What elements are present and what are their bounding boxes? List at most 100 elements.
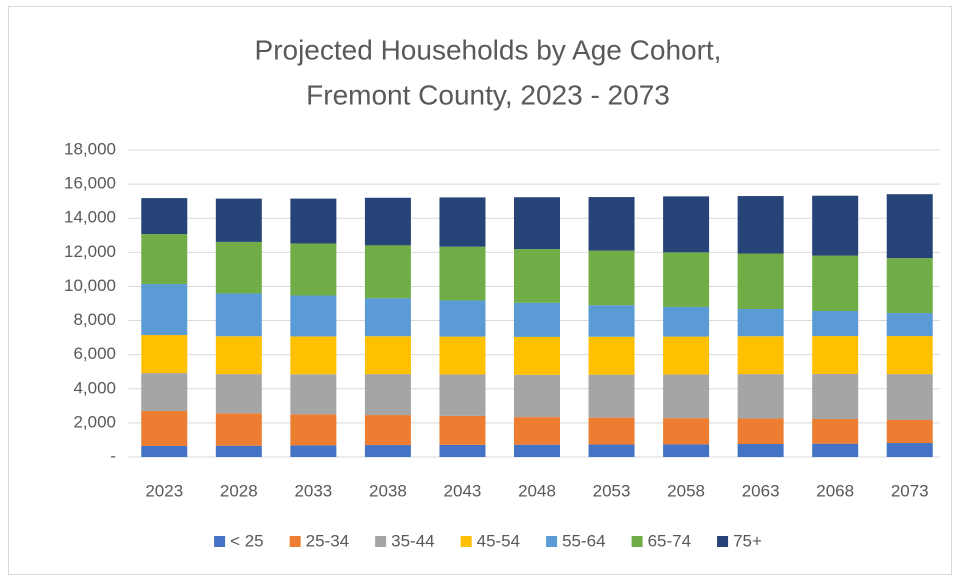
bar-segment [514,374,560,418]
legend-label: 55-64 [562,531,605,550]
x-tick-label: 2053 [593,481,631,500]
y-tick-label: 8,000 [73,310,116,329]
y-tick-label: 2,000 [73,412,116,431]
y-tick-label: 12,000 [64,242,116,261]
bar-segment [886,258,933,314]
bar-segment [514,197,560,250]
bar-segment [439,444,486,457]
bar-segment [737,253,784,309]
legend-label: 45-54 [477,531,520,550]
legend-swatch [460,536,472,547]
bar-segment [290,198,337,244]
bar-segment [886,443,933,457]
x-tick-label: 2073 [891,481,929,500]
bar-segment [215,198,262,242]
bar-segment [364,415,411,446]
bar-segment [663,196,710,253]
bar-segment [663,252,710,307]
bar-segment [886,374,933,420]
chart-title: Projected Households by Age Cohort, [255,34,722,65]
bar-segment [886,194,933,259]
bar-segment [514,336,560,375]
bar-segment [215,336,262,375]
legend-label: < 25 [230,531,264,550]
bar-segment [215,241,262,294]
bar-segment [812,373,859,419]
bar-segment [215,413,262,446]
x-tick-label: 2023 [145,481,183,500]
bar-segment [290,445,337,457]
bar-segment [886,419,933,444]
bar-segment [439,415,486,445]
bar-segment [663,418,710,445]
bar-segment [886,336,933,375]
bar-segment [364,245,411,299]
bar-segment [290,374,337,415]
legend-swatch [546,536,558,547]
bar-segment [141,335,188,374]
y-tick-label: 4,000 [73,378,116,397]
bar-segment [812,255,859,312]
bar-segment [812,443,859,457]
x-tick-label: 2063 [742,481,780,500]
x-tick-label: 2038 [369,481,407,500]
bar-segment [588,336,635,375]
bar-segment [141,198,188,235]
bar-segment [588,417,635,445]
bar-segment [514,417,560,445]
bar-segment [514,302,560,337]
legend-label: 35-44 [391,531,434,550]
legend-label: 75+ [733,531,762,550]
bar-segment [439,300,486,337]
legend-label: 25-34 [306,531,349,550]
y-tick-label: 18,000 [64,139,116,158]
legend-swatch [214,536,226,547]
bar-segment [588,250,635,306]
bar-segment [514,444,560,457]
bar-segment [215,293,262,337]
bar-segment [514,249,560,303]
bar-segment [215,445,262,457]
bar-segment [588,197,635,251]
y-tick-label: - [110,446,116,465]
bar-segment [812,311,859,337]
y-tick-label: 16,000 [64,174,116,193]
bar-segment [141,445,188,457]
bar-segment [886,313,933,337]
bar-segment [141,284,188,336]
bar-segment [812,336,859,374]
bar-segment [663,444,710,457]
bar-segment [290,295,337,337]
bar-segment [439,374,486,416]
bar-segment [364,374,411,416]
bar-segment [737,196,784,254]
bar-segment [737,418,784,445]
bar-segment [588,444,635,457]
x-tick-label: 2048 [518,481,556,500]
bar-segment [588,374,635,418]
legend-swatch [631,536,643,547]
bar-segment [439,336,486,375]
bar-segment [812,418,859,444]
legend-label: 65-74 [648,531,691,550]
bar-segment [290,414,337,446]
bar-segment [439,197,486,247]
bar-segment [141,410,188,446]
legend-swatch [375,536,387,547]
bar-segment [364,336,411,375]
bar-segment [215,374,262,414]
bar-segment [364,298,411,337]
bar-segment [812,195,859,256]
bar-segment [588,305,635,337]
bar-segment [663,306,710,337]
bar-segment [663,374,710,419]
bar-segment [141,373,188,411]
legend-swatch [717,536,729,547]
bar-segment [364,445,411,457]
x-tick-label: 2028 [220,481,258,500]
bar-segment [663,336,710,375]
bar-segment [737,308,784,337]
y-tick-label: 14,000 [64,208,116,227]
x-tick-label: 2033 [294,481,332,500]
bar-segment [737,374,784,419]
